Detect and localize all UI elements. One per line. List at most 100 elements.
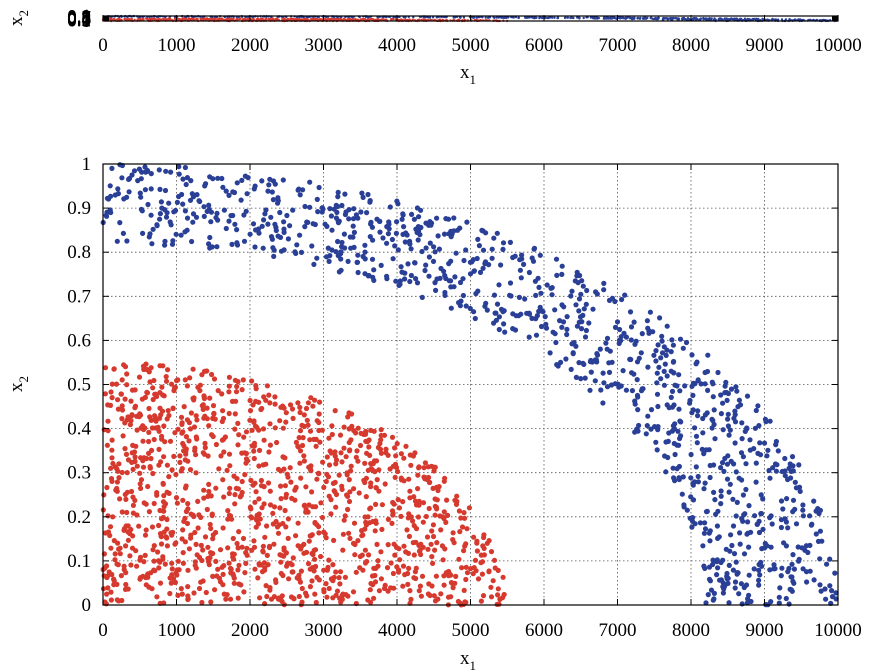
data-point-blue: [402, 276, 408, 282]
data-point-blue: [517, 257, 523, 263]
data-point-blue: [398, 264, 404, 270]
data-point-red: [160, 554, 166, 560]
data-point-red: [128, 418, 134, 424]
data-point-blue: [174, 199, 180, 205]
data-point-blue: [239, 177, 245, 183]
y-tick-label: 0.8: [67, 242, 91, 263]
data-point-red: [289, 406, 296, 412]
data-point-blue: [407, 238, 413, 244]
data-point-blue: [182, 208, 188, 214]
data-point-red: [295, 400, 301, 406]
data-point-blue: [400, 211, 406, 217]
data-point-blue: [648, 407, 655, 413]
data-point-red: [200, 578, 206, 584]
data-point-red: [352, 541, 358, 548]
data-point-blue: [126, 175, 133, 182]
data-point-red: [412, 498, 419, 504]
data-point-blue: [730, 523, 737, 529]
data-point-blue: [582, 16, 585, 20]
data-point-red: [223, 596, 229, 602]
data-point-blue: [427, 240, 433, 246]
data-point-blue: [564, 314, 570, 320]
data-point-red: [334, 588, 341, 594]
data-point-blue: [717, 577, 723, 583]
data-point-red: [454, 493, 460, 499]
data-point-blue: [768, 599, 774, 605]
data-point-red: [247, 408, 254, 414]
data-point-red: [175, 426, 181, 432]
data-point-red: [330, 578, 336, 584]
data-point-blue: [800, 502, 806, 508]
data-point-blue: [756, 582, 762, 588]
data-point-red: [462, 515, 468, 521]
data-point-red: [171, 385, 178, 391]
data-point-blue: [226, 218, 232, 224]
data-point-blue: [142, 164, 148, 170]
data-point-red: [128, 488, 135, 495]
data-point-blue: [780, 506, 786, 512]
data-point-blue: [668, 349, 674, 355]
data-point-blue: [709, 425, 715, 431]
data-point-blue: [423, 245, 429, 251]
data-point-blue: [721, 468, 727, 474]
data-point-red: [235, 567, 241, 573]
data-point-red: [419, 573, 426, 579]
data-point-blue: [676, 406, 682, 412]
data-point-red: [380, 18, 384, 21]
x-tick-label: 4000: [378, 35, 416, 56]
data-point-red: [339, 459, 345, 465]
data-point-red: [373, 520, 379, 526]
data-point-red: [129, 450, 135, 456]
data-point-red: [175, 592, 181, 599]
data-point-blue: [541, 16, 544, 19]
data-point-blue: [451, 284, 457, 290]
data-point-red: [470, 571, 476, 577]
data-point-blue: [392, 243, 398, 249]
data-point-red: [182, 485, 189, 491]
data-point-red: [471, 565, 477, 571]
data-point-blue: [241, 212, 247, 218]
data-point-red: [411, 552, 417, 558]
data-point-red: [346, 477, 352, 483]
data-point-red: [235, 545, 241, 551]
data-point-red: [110, 514, 116, 520]
data-point-blue: [584, 287, 590, 294]
data-point-red: [397, 557, 403, 563]
data-point-blue: [822, 586, 828, 592]
data-point-red: [298, 18, 301, 21]
data-point-blue: [725, 416, 731, 422]
data-point-red: [368, 505, 374, 511]
data-point-red: [362, 547, 368, 553]
data-point-red: [391, 501, 397, 507]
data-point-red: [220, 477, 226, 483]
data-point-blue: [371, 267, 377, 273]
data-point-blue: [699, 17, 702, 20]
data-point-red: [363, 494, 369, 500]
data-point-red: [193, 413, 199, 419]
data-point-blue: [342, 211, 348, 218]
data-point-red: [111, 538, 117, 544]
data-point-blue: [655, 342, 661, 348]
data-point-red: [158, 533, 164, 539]
data-point-red: [338, 18, 342, 21]
data-point-red: [441, 515, 447, 522]
data-point-red: [109, 478, 115, 484]
data-point-blue: [793, 18, 797, 21]
data-point-blue: [559, 263, 565, 269]
data-point-red: [230, 18, 233, 21]
data-point-blue: [768, 544, 774, 550]
data-point-blue: [143, 169, 149, 175]
data-point-red: [209, 432, 215, 438]
data-point-blue: [176, 171, 182, 177]
data-point-blue: [731, 461, 737, 467]
data-point-red: [200, 547, 206, 553]
data-point-red: [210, 573, 216, 580]
data-point-red: [221, 563, 227, 569]
data-point-blue: [297, 232, 303, 238]
data-point-red: [267, 587, 273, 593]
data-point-red: [221, 494, 227, 500]
data-point-red: [411, 523, 417, 529]
x-tick-label: 10000: [814, 620, 862, 641]
data-point-red: [306, 538, 312, 544]
data-point-red: [459, 524, 466, 530]
